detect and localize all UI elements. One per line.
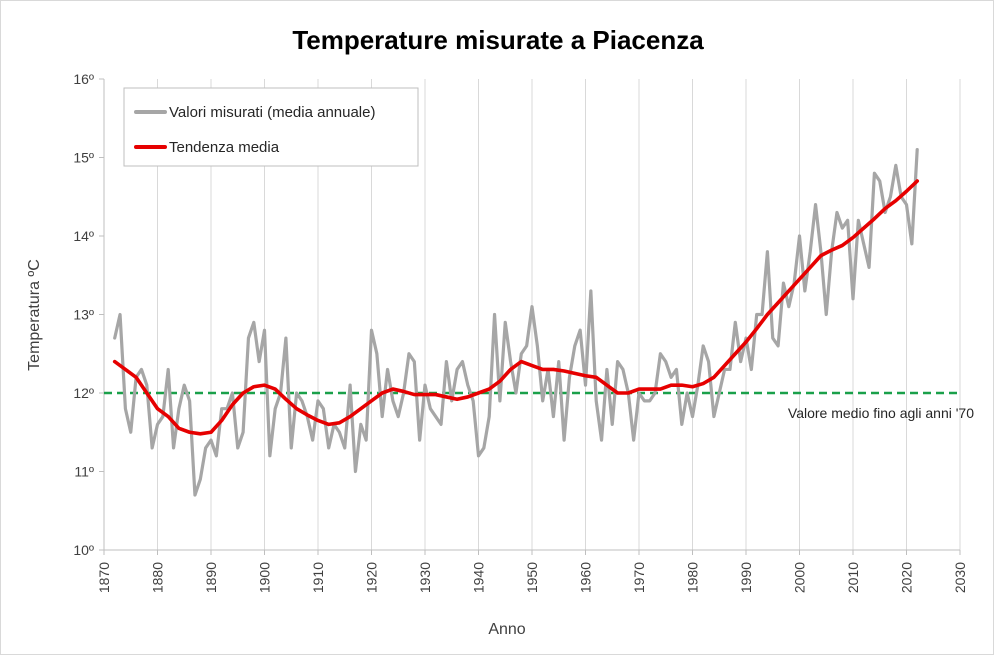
reference-line-label: Valore medio fino agli anni '70 [788,405,974,421]
chart-title: Temperature misurate a Piacenza [292,25,704,55]
legend-box [123,87,419,167]
x-tick-label: 1950 [524,562,540,593]
series-layer [112,148,920,497]
x-tick-label: 2010 [845,562,861,593]
y-axis-label: Temperatura ºC [26,259,43,371]
x-tick-label: 1890 [203,562,219,593]
grid-lines [157,79,961,550]
x-axis-label: Anno [488,621,525,638]
y-tick-labels: 10º 11º 12º 13º 14º 15º 16º [73,71,94,558]
x-tick-label: 2020 [899,562,915,593]
y-tick-label: 13º [73,307,94,323]
x-tick-label: 1990 [738,562,754,593]
x-tick-label: 1900 [257,562,273,593]
y-tick-label: 15º [73,150,94,166]
x-tick-label: 1970 [631,562,647,593]
x-tick-label: 2030 [952,562,968,593]
legend: Valori misurati (media annuale) Tendenza… [123,87,419,167]
x-tick-label: 2000 [792,562,808,593]
y-tick-label: 16º [73,71,94,87]
legend-label-measured: Valori misurati (media annuale) [169,104,375,121]
axes [99,78,961,555]
x-tick-label: 1980 [685,562,701,593]
y-tick-label: 12º [73,385,94,401]
y-tick-label: 10º [73,542,94,558]
x-tick-label: 1920 [364,562,380,593]
y-tick-label: 14º [73,228,94,244]
x-tick-label: 1870 [96,562,112,593]
x-tick-label: 1910 [310,562,326,593]
x-tick-label: 1940 [471,562,487,593]
legend-label-trend: Tendenza media [169,139,280,156]
x-tick-label: 1930 [417,562,433,593]
series-line-trend [112,179,920,436]
series-line-measured [113,148,919,497]
x-tick-labels: 1870 1880 1890 1900 1910 1920 1930 1940 1950 1960… [96,562,968,593]
y-tick-label: 11º [74,464,94,480]
x-tick-label: 1880 [150,562,166,593]
x-tick-label: 1960 [578,562,594,593]
